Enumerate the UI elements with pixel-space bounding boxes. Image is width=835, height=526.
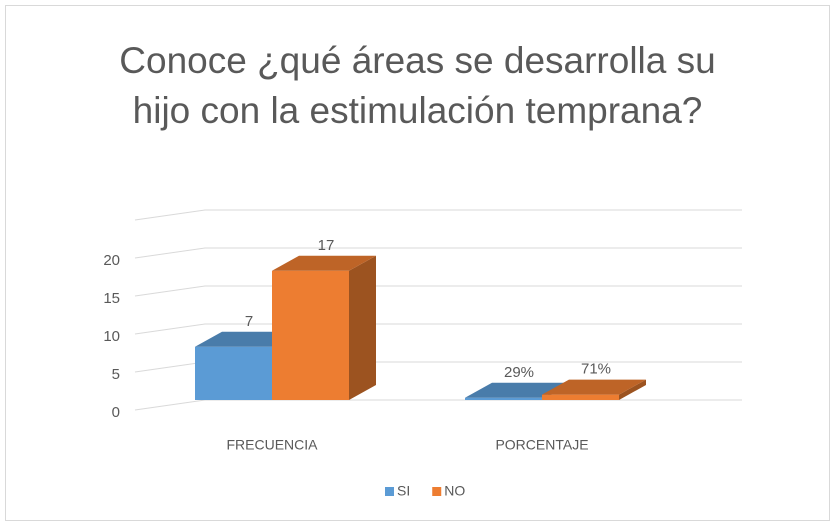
data-label: 29% — [504, 364, 534, 381]
data-label: 7 — [245, 313, 253, 330]
chart-title: Conoce ¿qué áreas se desarrolla su hijo … — [119, 40, 716, 131]
grid-line — [134, 285, 742, 297]
chart-border — [5, 5, 830, 521]
bar — [542, 379, 646, 400]
y-tick-label: 5 — [112, 366, 120, 383]
y-tick-label: 15 — [103, 290, 120, 307]
x-tick-label: PORCENTAJE — [495, 437, 588, 453]
data-label: 17 — [318, 237, 335, 254]
grid-line — [134, 323, 742, 335]
y-tick-label: 0 — [112, 404, 120, 421]
bar-front — [465, 397, 542, 400]
legend-label: SI — [397, 483, 410, 499]
bar-top — [465, 382, 569, 398]
x-tick-label: FRECUENCIA — [226, 437, 318, 453]
bar-front — [272, 270, 349, 400]
bar-front — [195, 346, 272, 400]
bar-top — [542, 379, 646, 395]
legend-swatch — [432, 487, 442, 496]
y-tick-label: 20 — [103, 252, 120, 269]
bar — [272, 255, 376, 400]
bar-front — [542, 394, 619, 400]
data-label: 71% — [581, 361, 611, 378]
legend-swatch — [385, 487, 394, 496]
bar-side — [349, 255, 376, 400]
grid-line — [134, 209, 742, 221]
legend-label: NO — [444, 483, 465, 499]
bar-side — [619, 379, 646, 400]
grid-line — [134, 247, 742, 259]
y-tick-label: 10 — [103, 328, 120, 345]
bar-top — [272, 255, 376, 271]
